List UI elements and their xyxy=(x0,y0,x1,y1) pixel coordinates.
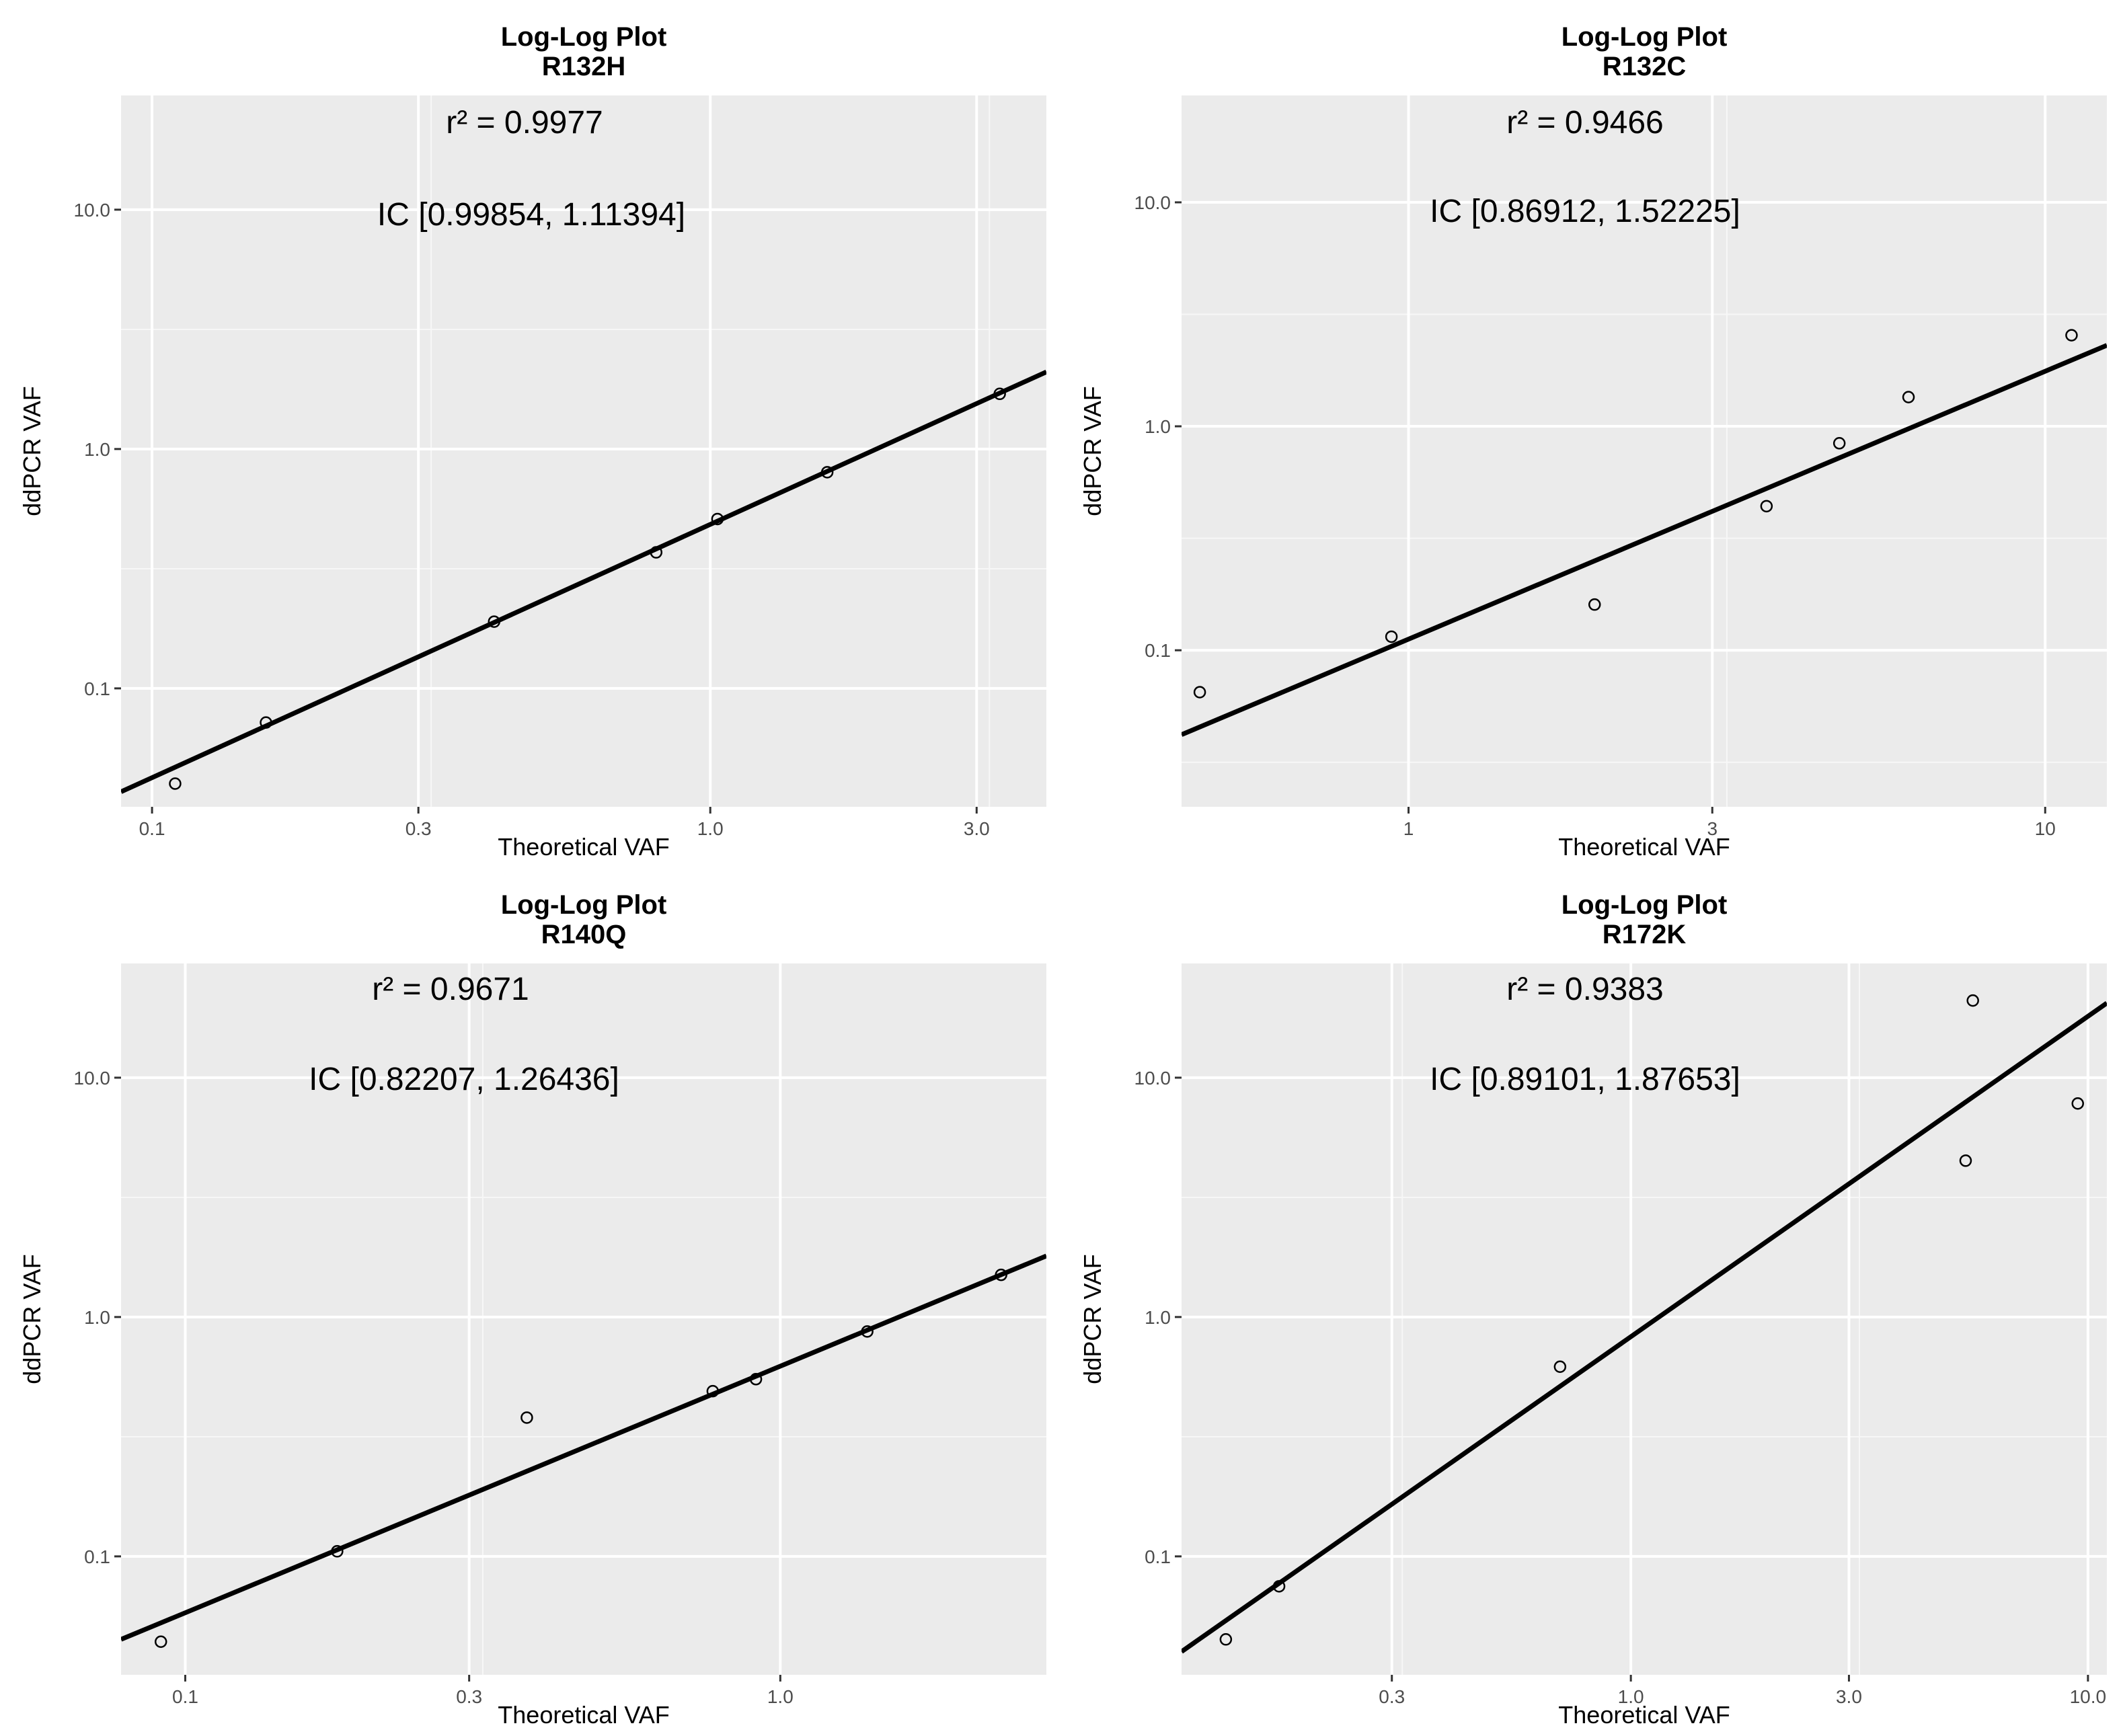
x-axis-title: Theoretical VAF xyxy=(1558,1701,1730,1729)
x-axis-title: Theoretical VAF xyxy=(1558,833,1730,861)
data-point xyxy=(1385,630,1398,643)
r-squared-annotation: r² = 0.9977 xyxy=(446,105,603,141)
chart-subtitle: R172K xyxy=(1603,920,1687,949)
x-tick-label: 0.3 xyxy=(406,818,432,839)
data-point xyxy=(706,1384,720,1398)
chart-svg-r132h: 0.1 0.3 1.0 3.0 0.1 1.0 10.0 r² = 0.9977 IC [0.9… xyxy=(18,22,1046,861)
confidence-interval-annotation: IC [0.86912, 1.52225] xyxy=(1430,194,1740,229)
chart-svg-r132c: 1 3 10 0.1 1.0 10.0 r² = 0.9466 IC [0.86912, 1.… xyxy=(1079,22,2107,861)
regression-line xyxy=(1182,1001,2107,1654)
y-axis-title: ddPCR VAF xyxy=(18,1254,46,1384)
chart-panel-r132h: 0.1 0.3 1.0 3.0 0.1 1.0 10.0 r² = 0.9977 IC [0.9… xyxy=(0,0,1060,868)
y-tick-label: 0.1 xyxy=(1145,1546,1171,1567)
chart-svg-r172k: 0.3 1.0 3.0 10.0 0.1 1.0 10.0 r² = 0.9383 IC [0.… xyxy=(1079,890,2107,1729)
data-point xyxy=(1193,686,1206,699)
data-point xyxy=(1902,391,1915,403)
regression-line xyxy=(1182,343,2107,737)
y-tick-label: 1.0 xyxy=(1145,416,1171,437)
y-tick-label: 1.0 xyxy=(84,1307,110,1328)
x-tick-label: 0.1 xyxy=(139,818,165,839)
x-tick-label: 0.3 xyxy=(1379,1686,1405,1707)
x-tick-label: 0.1 xyxy=(172,1686,198,1707)
x-tick-label: 1.0 xyxy=(767,1686,794,1707)
y-axis-title: ddPCR VAF xyxy=(18,386,46,516)
x-tick-label: 1 xyxy=(1403,818,1414,839)
confidence-interval-annotation: IC [0.89101, 1.87653] xyxy=(1430,1062,1740,1097)
data-point xyxy=(488,615,501,628)
x-tick-label: 1.0 xyxy=(1618,1686,1644,1707)
y-tick-label: 0.1 xyxy=(84,678,110,699)
x-tick-label: 10.0 xyxy=(2070,1686,2107,1707)
data-point xyxy=(2065,329,2078,342)
data-point xyxy=(749,1373,763,1386)
y-tick-label: 1.0 xyxy=(84,439,110,460)
chart-svg-r140q: 0.1 0.3 1.0 0.1 1.0 10.0 r² = 0.9671 IC [0.8220… xyxy=(18,890,1046,1729)
data-point xyxy=(1833,437,1846,450)
y-tick-label: 0.1 xyxy=(1145,640,1171,661)
confidence-interval-annotation: IC [0.82207, 1.26436] xyxy=(309,1062,619,1097)
chart-subtitle: R140Q xyxy=(541,920,627,949)
r-squared-annotation: r² = 0.9383 xyxy=(1506,972,1663,1007)
chart-subtitle: R132H xyxy=(542,52,626,81)
x-tick-label: 3 xyxy=(1707,818,1718,839)
data-point xyxy=(331,1545,344,1558)
chart-panel-r132c: 1 3 10 0.1 1.0 10.0 r² = 0.9466 IC [0.86912, 1.… xyxy=(1060,0,2121,868)
chart-title: Log-Log Plot xyxy=(1561,22,1728,52)
data-point xyxy=(995,1268,1007,1281)
data-point xyxy=(820,466,834,479)
y-axis-title: ddPCR VAF xyxy=(1079,386,1106,516)
r-squared-annotation: r² = 0.9671 xyxy=(372,972,529,1007)
regression-line xyxy=(121,1253,1046,1642)
x-tick-label: 10 xyxy=(2035,818,2056,839)
data-point xyxy=(861,1325,874,1338)
x-tick-label: 3.0 xyxy=(1836,1686,1862,1707)
y-tick-label: 10.0 xyxy=(74,200,111,221)
chart-title: Log-Log Plot xyxy=(1561,890,1728,920)
data-point xyxy=(1272,1580,1286,1593)
data-point xyxy=(1588,598,1601,611)
x-axis-title: Theoretical VAF xyxy=(498,1701,669,1729)
x-axis-title: Theoretical VAF xyxy=(498,833,669,861)
data-point xyxy=(1760,500,1773,513)
chart-panel-r140q: 0.1 0.3 1.0 0.1 1.0 10.0 r² = 0.9671 IC [0.8220… xyxy=(0,868,1060,1736)
chart-title: Log-Log Plot xyxy=(501,22,667,52)
data-point xyxy=(1553,1360,1567,1374)
chart-title: Log-Log Plot xyxy=(501,890,667,920)
confidence-interval-annotation: IC [0.99854, 1.11394] xyxy=(377,197,685,233)
regression-line xyxy=(121,369,1046,794)
data-point xyxy=(520,1411,533,1424)
y-tick-label: 1.0 xyxy=(1145,1307,1171,1328)
data-point xyxy=(711,512,724,526)
data-point xyxy=(1966,994,1979,1007)
data-point xyxy=(169,777,182,790)
data-point xyxy=(1959,1154,1972,1167)
chart-subtitle: R132C xyxy=(1603,52,1687,81)
y-tick-label: 10.0 xyxy=(1134,1068,1171,1089)
data-point xyxy=(154,1635,167,1649)
x-tick-label: 0.3 xyxy=(456,1686,482,1707)
data-point xyxy=(260,716,272,729)
data-point xyxy=(993,387,1006,401)
chart-panel-r172k: 0.3 1.0 3.0 10.0 0.1 1.0 10.0 r² = 0.9383 IC [0.… xyxy=(1060,868,2121,1736)
r-squared-annotation: r² = 0.9466 xyxy=(1506,105,1663,141)
data-point xyxy=(2071,1097,2084,1110)
x-tick-label: 3.0 xyxy=(964,818,990,839)
data-point xyxy=(650,546,663,559)
x-tick-label: 1.0 xyxy=(697,818,724,839)
y-axis-title: ddPCR VAF xyxy=(1079,1254,1106,1384)
plot-background xyxy=(1182,95,2107,807)
y-tick-label: 10.0 xyxy=(74,1068,111,1089)
y-tick-label: 0.1 xyxy=(84,1546,110,1567)
data-point xyxy=(1219,1633,1233,1646)
y-tick-label: 10.0 xyxy=(1134,192,1171,213)
